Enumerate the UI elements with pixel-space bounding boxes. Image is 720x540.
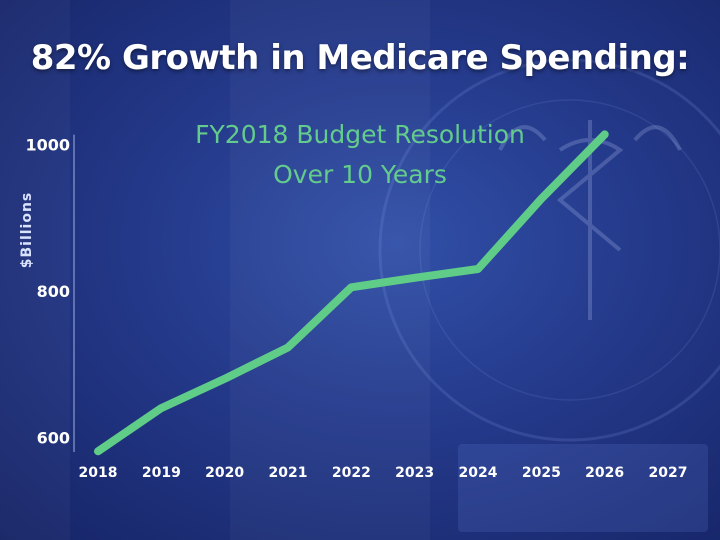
- chart-subtitle-line1: FY2018 Budget Resolution: [195, 120, 525, 149]
- x-tick-label: 2026: [585, 465, 624, 481]
- bg-dial-ring: [419, 99, 720, 401]
- x-tick-label: 2022: [332, 465, 371, 481]
- x-tick-label: 2021: [269, 465, 308, 481]
- x-tick-label: 2025: [522, 465, 561, 481]
- x-tick-label: 2020: [205, 465, 244, 481]
- series-line: [94, 130, 609, 456]
- series-group: [94, 130, 609, 456]
- x-tick-label: 2027: [649, 465, 688, 481]
- y-tick-labels: 600 800 1000: [25, 136, 70, 448]
- x-tick-label: 2019: [142, 465, 181, 481]
- chart-title: 82% Growth in Medicare Spending:: [30, 38, 690, 78]
- chart-subtitle-line2: Over 10 Years: [273, 160, 447, 189]
- x-tick-labels: 2018 2019 2020 2021 2022 2023 2024 2025 2026 2027: [79, 465, 688, 481]
- y-tick-label: 600: [37, 428, 70, 447]
- y-tick-label: 1000: [25, 136, 70, 155]
- x-tick-label: 2023: [395, 465, 434, 481]
- bg-dial-ring: [378, 58, 720, 442]
- y-tick-label: 800: [37, 282, 70, 301]
- bg-icon-panel: [458, 444, 708, 532]
- x-tick-label: 2018: [79, 465, 118, 481]
- x-tick-label: 2024: [459, 465, 498, 481]
